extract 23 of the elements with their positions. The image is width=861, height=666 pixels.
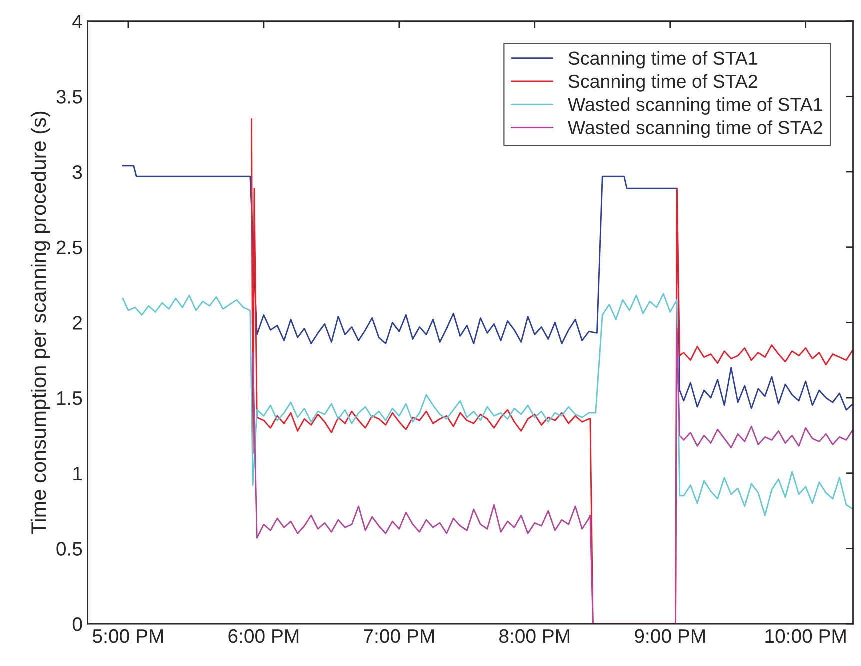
legend-label: Wasted scanning time of STA2 (568, 120, 822, 138)
legend-label: Scanning time of STA2 (568, 74, 758, 92)
x-tick-label: 10:00 PM (766, 629, 846, 644)
y-tick-label: 2 (73, 316, 82, 330)
legend-label: Scanning time of STA1 (568, 51, 758, 69)
x-tick-label: 6:00 PM (228, 629, 299, 644)
x-tick-label: 7:00 PM (364, 629, 434, 644)
y-tick-label: 3 (72, 165, 82, 180)
x-tick-label: 8:00 PM (500, 629, 570, 644)
line-series (252, 328, 854, 624)
y-tick-label: 3.5 (56, 90, 82, 104)
y-tick-label: 2.5 (56, 240, 82, 255)
y-tick-label: 4 (72, 14, 82, 28)
x-tick-label: 9:00 PM (635, 629, 705, 644)
y-tick-label: 1.5 (57, 392, 82, 406)
line-series (122, 165, 854, 411)
line-series (122, 293, 854, 516)
x-tick-label: 5:00 PM (93, 629, 164, 644)
y-tick-label: 1 (74, 467, 82, 480)
y-tick-label: 0.5 (56, 542, 82, 556)
y-tick-label: 0 (72, 618, 82, 632)
y-axis-title: Time consumption per scanning procedure (s) (30, 112, 50, 534)
legend-label: Wasted scanning time of STA1 (568, 98, 822, 115)
